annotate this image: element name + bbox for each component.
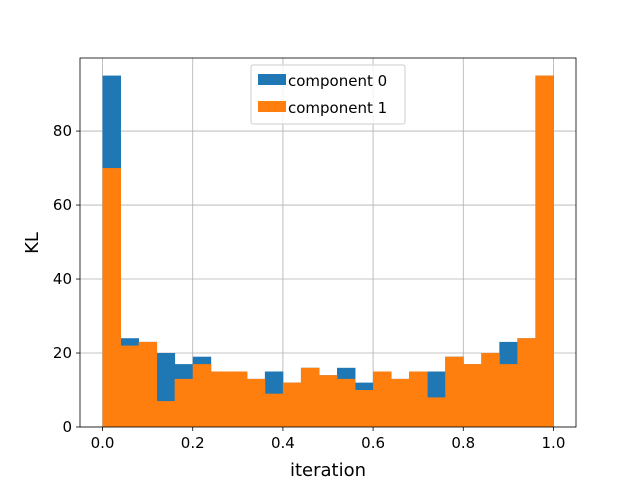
bar-series-1 — [210, 371, 230, 427]
x-tick-label: 0.2 — [181, 434, 205, 452]
bar-series-1 — [481, 353, 500, 427]
bar-series-1 — [355, 390, 374, 427]
bar-series-1 — [228, 371, 248, 427]
bar-series-1 — [120, 345, 140, 427]
bar-series-1 — [246, 378, 266, 427]
y-tick-label: 40 — [53, 270, 72, 288]
bar-series-1 — [102, 168, 121, 428]
bar-series-1 — [192, 364, 212, 427]
bar-series-1 — [156, 401, 176, 427]
histogram-bars — [102, 75, 554, 428]
x-axis: 0.0 0.2 0.4 0.6 0.8 1.0 — [91, 427, 566, 452]
y-axis-label: KL — [22, 232, 43, 254]
bar-series-1 — [427, 397, 446, 427]
bar-series-1 — [282, 382, 302, 427]
bar-series-1 — [499, 364, 518, 427]
x-axis-label: iteration — [290, 460, 366, 480]
bar-series-1 — [264, 393, 284, 427]
legend-label-component-1: component 1 — [288, 99, 387, 117]
bar-series-1 — [337, 378, 356, 427]
x-tick-label: 0.0 — [91, 434, 115, 452]
legend: component 0 component 1 — [250, 64, 406, 125]
x-tick-label: 0.6 — [361, 434, 385, 452]
legend-swatch-component-0 — [258, 74, 286, 85]
y-axis: 0 20 40 60 80 — [53, 122, 80, 436]
bar-series-1 — [300, 367, 320, 427]
legend-label-component-0: component 0 — [288, 72, 387, 90]
y-tick-label: 80 — [53, 122, 72, 140]
bar-series-1 — [535, 75, 554, 428]
legend-swatch-component-1 — [258, 101, 286, 112]
legend-frame — [250, 64, 406, 125]
bar-series-1 — [517, 338, 536, 427]
axes-frame — [79, 57, 577, 428]
bar-series-1 — [373, 371, 392, 427]
bar-series-1 — [445, 356, 464, 427]
x-tick-label: 1.0 — [542, 434, 566, 452]
y-tick-label: 20 — [53, 344, 72, 362]
bar-series-1 — [138, 341, 158, 427]
y-tick-label: 0 — [62, 418, 72, 436]
y-tick-label: 60 — [53, 196, 72, 214]
bar-series-1 — [391, 378, 410, 427]
bar-series-1 — [463, 364, 482, 427]
bar-series-1 — [318, 375, 338, 427]
bar-series-1 — [409, 371, 428, 427]
plot-border — [79, 57, 577, 428]
x-tick-label: 0.8 — [451, 434, 475, 452]
bar-series-1 — [174, 378, 194, 427]
x-tick-label: 0.4 — [271, 434, 295, 452]
